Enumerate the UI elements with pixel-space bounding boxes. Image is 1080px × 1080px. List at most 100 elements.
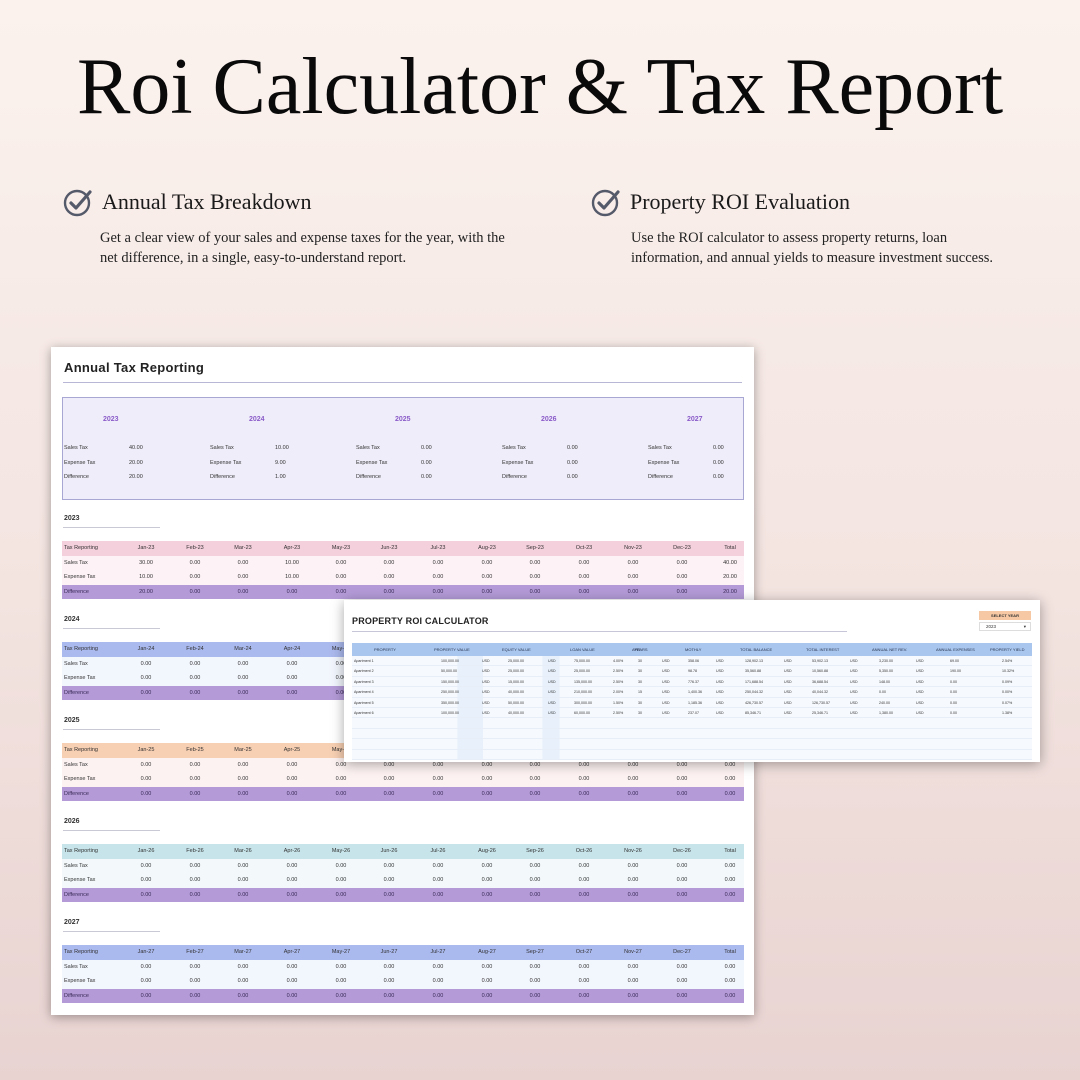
table-cell: 0.00 <box>676 776 688 782</box>
table-cell: 0.00 <box>237 588 249 595</box>
table-cell: 0.00 <box>724 761 736 768</box>
sales-tax-row: Sales Tax 0.00 0.00 0.00 0.00 0.00 0.00 0.00 0.0… <box>62 858 744 873</box>
table-cell: 0.00 <box>676 862 688 869</box>
table-cell: Feb-26 <box>186 848 204 854</box>
roi-cell-loan: 135,000.00 <box>574 679 592 684</box>
roi-cell-expenses: 0.00 <box>950 690 957 695</box>
table-cell-total: Total <box>724 545 736 551</box>
table-cell: 0.00 <box>432 559 444 566</box>
roi-column-header: TOTAL INTEREST <box>806 647 840 652</box>
table-cell: 0.00 <box>335 891 347 898</box>
table-cell: Jun-26 <box>380 848 398 854</box>
table-cell: 0.00 <box>383 978 395 984</box>
table-cell: 0.00 <box>286 992 298 999</box>
tax-table-2027: Tax Reporting Jan-27 Feb-27 Mar-27 Apr-27 May… <box>62 945 744 1003</box>
table-cell: 0.00 <box>529 588 541 595</box>
table-cell: May-27 <box>331 949 351 955</box>
currency-cell: USD <box>916 669 924 674</box>
table-cell: 0.00 <box>383 588 395 595</box>
table-cell: 0.00 <box>140 761 152 768</box>
roi-cell-value: 100,000.00 <box>441 659 459 663</box>
summary-value-sales: 10.00 <box>275 445 289 451</box>
table-header-row: Tax Reporting Jan-23 Feb-23 Mar-23 Apr-23 May… <box>62 541 744 556</box>
summary-label-expense: Expense Tax <box>648 459 680 466</box>
year-heading: 2027 <box>64 919 80 926</box>
table-cell: 0.00 <box>189 776 201 782</box>
table-cell: Jul-26 <box>430 848 446 854</box>
roi-column-header: ANNUAL EXPENSES <box>936 647 975 652</box>
table-cell: 0.00 <box>335 978 347 984</box>
table-cell: 40.00 <box>723 559 737 566</box>
currency-cell: USD <box>482 700 490 705</box>
feature-description: Get a clear view of your sales and expen… <box>100 230 505 266</box>
row-label: Difference <box>64 689 89 696</box>
table-cell: May-26 <box>331 848 351 854</box>
row-label: Expense Tax <box>64 978 96 984</box>
roi-cell-net_rev: 240.00 <box>879 700 890 705</box>
table-cell: 0.00 <box>140 689 152 696</box>
currency-cell: USD <box>784 710 792 715</box>
table-cell: 0.00 <box>189 675 201 681</box>
table-cell: Apr-25 <box>283 747 301 753</box>
currency-cell: USD <box>916 679 924 684</box>
table-cell: 0.00 <box>481 877 493 883</box>
table-cell: Jul-23 <box>430 545 446 551</box>
roi-cell-net_rev: 3,230.00 <box>879 659 893 663</box>
roi-cell-loan: 75,000.00 <box>574 659 590 663</box>
currency-cell: USD <box>916 710 924 715</box>
table-cell: 0.00 <box>481 588 493 595</box>
currency-cell: USD <box>548 659 556 663</box>
table-header-row: Tax Reporting Jan-26 Feb-26 Mar-26 Apr-26 May… <box>62 844 744 859</box>
table-cell: Jun-23 <box>380 545 398 551</box>
currency-cell: USD <box>662 659 670 663</box>
table-cell: 0.00 <box>529 776 541 782</box>
table-cell: 0.00 <box>335 963 347 970</box>
roi-cell-interest: 53,902.13 <box>812 659 828 663</box>
summary-value-sales: 0.00 <box>421 445 432 451</box>
table-cell: 0.00 <box>529 761 541 768</box>
currency-cell: USD <box>784 700 792 705</box>
table-cell: 0.00 <box>189 761 201 768</box>
roi-cell-balance: 250,044.32 <box>745 690 763 695</box>
table-cell-total: Total <box>724 848 736 854</box>
expense-tax-row: Expense Tax 10.00 0.00 0.00 10.00 0.00 0.00 0.0… <box>62 570 744 585</box>
year-heading: 2026 <box>64 818 80 825</box>
summary-value-expense: 20.00 <box>129 459 143 466</box>
table-cell: Dec-23 <box>673 545 691 551</box>
currency-cell: USD <box>662 710 670 715</box>
roi-cell-expenses: 190.00 <box>950 669 961 674</box>
table-cell: 0.00 <box>676 877 688 883</box>
roi-cell-balance: 85,346.71 <box>745 710 761 715</box>
tax-table-2023: Tax Reporting Jan-23 Feb-23 Mar-23 Apr-23 May… <box>62 541 744 599</box>
table-cell: 0.00 <box>335 877 347 883</box>
expense-tax-row: Expense Tax 0.00 0.00 0.00 0.00 0.00 0.00 0.00 0… <box>62 873 744 888</box>
sales-tax-row: Sales Tax 0.00 0.00 0.00 0.00 0.00 0.00 0.00 0.0… <box>62 959 744 974</box>
table-cell: 0.00 <box>432 862 444 869</box>
table-cell: 0.00 <box>676 992 688 999</box>
table-cell: 0.00 <box>237 891 249 898</box>
currency-cell: USD <box>662 679 670 684</box>
table-cell: 0.00 <box>286 660 298 667</box>
table-cell: Jun-27 <box>380 949 398 955</box>
roi-cell-apr: 1.50% <box>613 700 624 705</box>
table-cell: Jan-25 <box>137 747 155 753</box>
roi-cell-years: 30 <box>638 679 642 684</box>
divider <box>63 931 160 932</box>
summary-label-diff: Difference <box>64 474 89 480</box>
table-cell: Apr-24 <box>283 646 301 652</box>
roi-cell-years: 15 <box>638 690 642 695</box>
roi-cell-apr: 2.50% <box>613 679 624 684</box>
table-cell: 0.00 <box>189 992 201 999</box>
table-cell: Oct-26 <box>575 848 593 854</box>
currency-cell: USD <box>548 669 556 674</box>
select-year-dropdown[interactable]: 2023 ▾ <box>979 622 1031 631</box>
table-cell: 0.00 <box>578 992 590 999</box>
currency-cell: USD <box>716 669 724 674</box>
currency-cell: USD <box>548 690 556 695</box>
roi-cell-value: 100,000.00 <box>441 710 459 715</box>
row-label: Tax Reporting <box>64 545 98 551</box>
table-cell: 0.00 <box>237 761 249 768</box>
table-cell: 0.00 <box>237 790 249 797</box>
table-cell: 0.00 <box>724 992 736 999</box>
table-cell: Feb-24 <box>186 646 204 652</box>
